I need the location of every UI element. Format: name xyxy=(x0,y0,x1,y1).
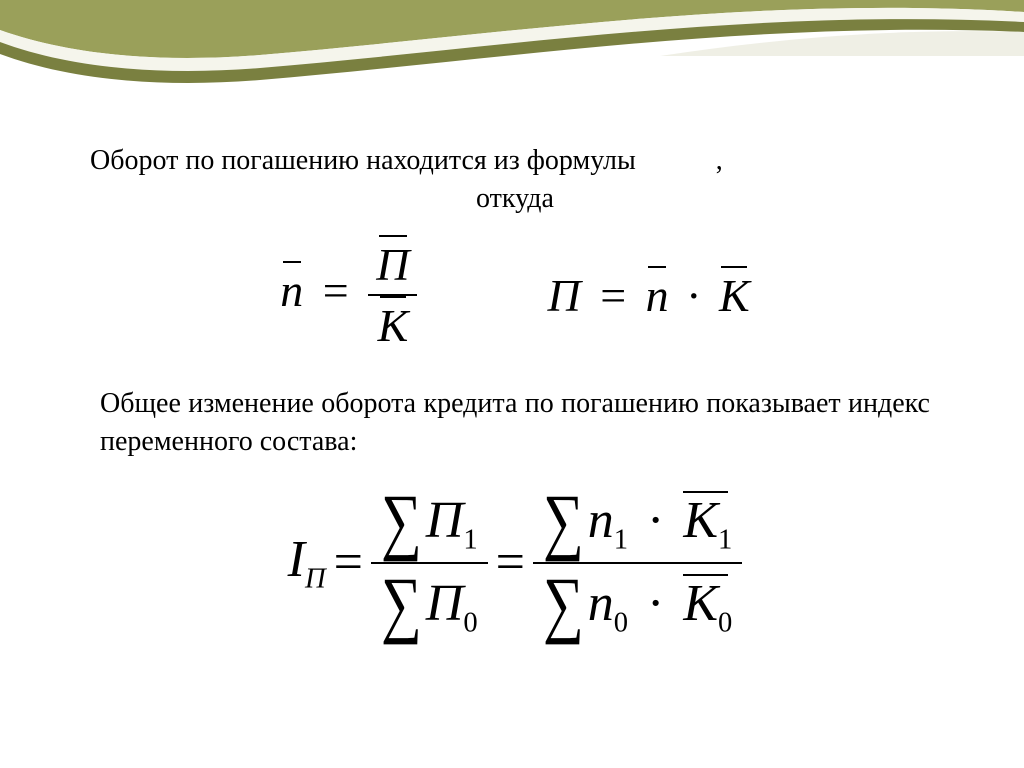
intro-line-1: Оборот по погашению находится из формулы… xyxy=(90,145,940,177)
var-n-bar: n xyxy=(646,269,669,322)
sub-0: 0 xyxy=(614,607,628,638)
multiply-dot: · xyxy=(686,270,701,321)
var-p: П xyxy=(426,492,464,549)
fraction-sum-p: ∑П1 ∑П0 xyxy=(371,481,488,644)
equals-sign: = xyxy=(600,270,626,321)
equals-sign: = xyxy=(323,265,349,316)
formula-row-1: n = П К П = n · K xyxy=(90,235,940,355)
sigma-icon: ∑ xyxy=(543,478,584,567)
paragraph-2: Общее изменение оборота кредита по погаш… xyxy=(100,385,930,461)
sub-1: 1 xyxy=(718,524,732,555)
intro-line-2: откуда xyxy=(90,183,940,215)
sigma-icon: ∑ xyxy=(381,560,422,649)
intro-text: Оборот по погашению находится из формулы xyxy=(90,145,636,176)
sigma-icon: ∑ xyxy=(381,478,422,567)
intro-comma: , xyxy=(716,145,723,176)
var-k-bar: K xyxy=(719,269,750,322)
var-k1-bar: K1 xyxy=(683,490,732,558)
slide-content: Оборот по погашению находится из формулы… xyxy=(90,145,940,644)
sub-0: 0 xyxy=(718,607,732,638)
fraction-sum-nk: ∑n1 · K1 ∑n0 · K0 xyxy=(533,481,742,644)
var-k-bar: К xyxy=(378,298,409,353)
fraction-p-over-k: П К xyxy=(368,235,417,355)
decorative-swoosh xyxy=(0,0,1024,140)
var-n: n xyxy=(588,492,614,549)
sub-p: П xyxy=(305,563,326,594)
sub-0: 0 xyxy=(463,607,477,638)
multiply-dot: · xyxy=(647,492,664,549)
var-p: П xyxy=(547,270,580,321)
equals-sign: = xyxy=(334,533,363,592)
var-i: IП xyxy=(288,530,326,595)
var-n: n xyxy=(588,575,614,632)
sub-1: 1 xyxy=(463,524,477,555)
multiply-dot: · xyxy=(647,575,664,632)
formula-p-equals: П = n · K xyxy=(547,269,749,322)
formula-nbar: n = П К xyxy=(280,235,417,355)
var-n-bar: n xyxy=(280,264,303,317)
var-p: П xyxy=(426,575,464,632)
var-p-bar: П xyxy=(376,237,409,292)
sigma-icon: ∑ xyxy=(543,560,584,649)
var-k0-bar: K0 xyxy=(683,573,732,641)
sub-1: 1 xyxy=(614,524,628,555)
formula-index: IП = ∑П1 ∑П0 = ∑n1 · K1 ∑n0 · K0 xyxy=(90,481,940,644)
equals-sign: = xyxy=(496,533,525,592)
